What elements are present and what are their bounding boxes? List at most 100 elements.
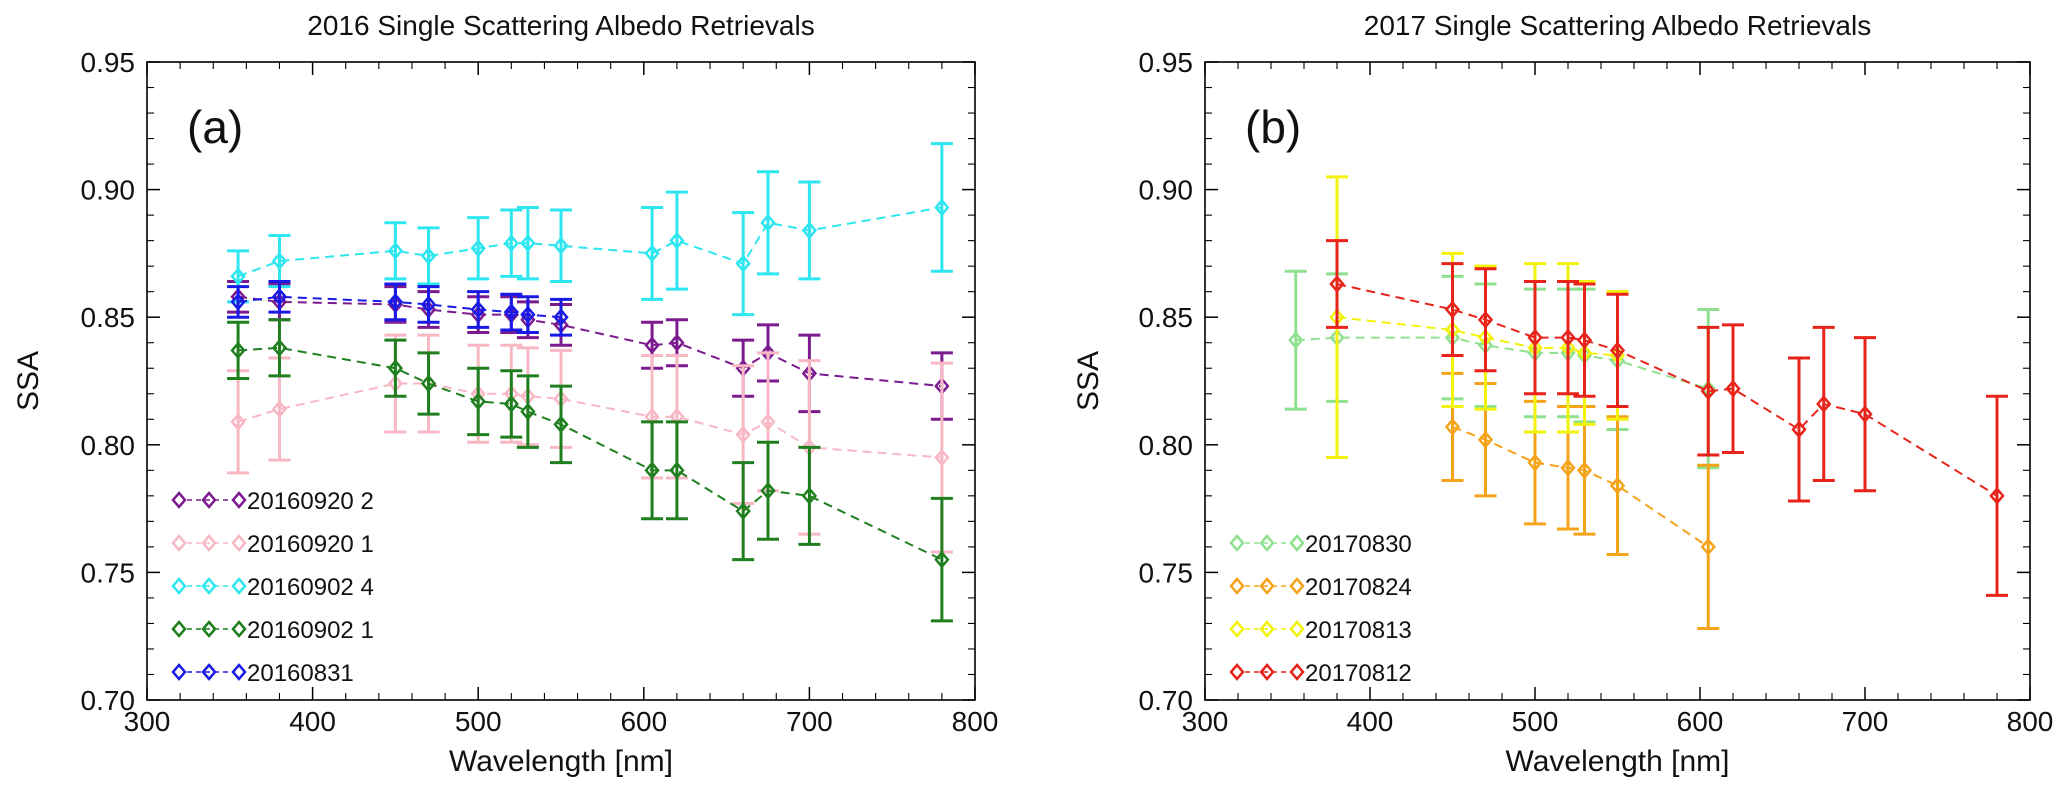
data-point: [1444, 300, 1461, 319]
y-tick-label: 0.80: [81, 430, 136, 461]
data-point: [230, 267, 246, 286]
data-point: [520, 402, 536, 421]
data-point: [801, 221, 818, 240]
legend-marker: [201, 491, 217, 509]
series-line: [238, 346, 943, 561]
data-point: [1527, 328, 1543, 347]
legend-item: 20160902 1: [171, 617, 374, 644]
data-point: [735, 502, 751, 521]
legend-marker: [1259, 534, 1275, 552]
panel-label: (a): [187, 101, 243, 153]
y-tick-label: 0.85: [1139, 302, 1194, 333]
data-point: [735, 254, 751, 273]
data-point: [644, 461, 660, 480]
x-tick-label: 400: [289, 706, 336, 737]
data-point: [1609, 476, 1626, 495]
x-tick-label: 600: [1677, 706, 1724, 737]
data-point: [470, 300, 486, 319]
x-tick-label: 500: [1512, 706, 1559, 737]
legend-item: 20170824: [1229, 574, 1412, 601]
legend-marker: [201, 577, 217, 595]
data-point: [520, 305, 536, 324]
legend-marker: [171, 491, 187, 509]
legend-label: 20160920 2: [247, 488, 374, 515]
data-point: [1477, 430, 1494, 449]
data-point: [271, 400, 288, 418]
data-point: [1857, 405, 1873, 424]
data-point: [553, 308, 569, 327]
legend-label: 20160902 4: [247, 574, 374, 601]
legend-item: 20160902 4: [171, 574, 374, 601]
legend-marker: [1289, 577, 1305, 595]
legend-label: 20170830: [1305, 531, 1412, 558]
data-point: [1725, 379, 1741, 398]
y-axis-label: SSA: [1072, 351, 1105, 411]
data-point: [470, 239, 486, 258]
data-point: [934, 198, 950, 217]
x-tick-label: 800: [952, 706, 999, 737]
data-point: [387, 241, 404, 260]
legend-item: 20160831: [171, 660, 354, 687]
y-tick-label: 0.75: [1139, 557, 1194, 588]
series-line: [1452, 426, 1709, 548]
legend-item: 20160920 1: [171, 531, 374, 558]
series-20160902-1: [227, 318, 953, 623]
plot-frame: [1204, 61, 2031, 701]
data-point: [1527, 453, 1543, 472]
y-axis-label: SSA: [12, 351, 45, 411]
data-point: [271, 252, 288, 270]
data-point: [387, 292, 404, 311]
legend-marker: [1259, 577, 1275, 595]
legend-item: 20170830: [1229, 531, 1412, 558]
data-point: [1560, 328, 1576, 347]
legend-label: 20160902 1: [247, 617, 374, 644]
series-line: [237, 295, 562, 319]
panel-label: (b): [1245, 101, 1301, 153]
legend-marker: [201, 534, 217, 552]
data-point: [669, 333, 685, 352]
legend-marker: [231, 577, 247, 595]
data-point: [271, 338, 288, 357]
data-point: [271, 287, 288, 306]
legend-item: 20170812: [1229, 660, 1412, 687]
legend-marker: [171, 577, 187, 595]
legend-marker: [231, 620, 247, 638]
data-point: [1560, 458, 1576, 477]
x-tick-label: 300: [1182, 706, 1229, 737]
data-point: [1700, 537, 1716, 556]
series-20170830: [1284, 269, 1720, 470]
data-point: [470, 392, 486, 411]
legend-marker: [1259, 620, 1275, 638]
legend-marker: [1229, 663, 1245, 681]
legend-marker: [171, 620, 187, 638]
legend-label: 20160831: [247, 660, 354, 687]
legend-marker: [1229, 534, 1245, 552]
legend-marker: [171, 663, 187, 681]
series-20170824: [1441, 371, 1720, 631]
data-point: [1791, 420, 1807, 439]
legend-marker: [231, 534, 247, 552]
legend-marker: [1229, 577, 1245, 595]
data-point: [1576, 331, 1593, 350]
plot-frame: [146, 61, 976, 701]
data-point: [1816, 395, 1832, 413]
y-tick-label: 0.85: [81, 302, 136, 333]
legend-marker: [1229, 620, 1245, 638]
data-point: [669, 461, 685, 480]
x-tick-label: 700: [786, 706, 833, 737]
data-point: [420, 247, 437, 265]
series-20160920-2: [227, 279, 953, 421]
data-point: [735, 425, 751, 444]
data-point: [553, 415, 569, 434]
legend-label: 20170824: [1305, 574, 1412, 601]
y-tick-label: 0.95: [81, 47, 136, 78]
data-point: [934, 448, 950, 467]
data-point: [1477, 310, 1494, 329]
series-line: [1336, 283, 1998, 497]
x-tick-label: 400: [1347, 706, 1394, 737]
legend-marker: [201, 620, 217, 638]
x-tick-label: 300: [124, 706, 171, 737]
series-line: [237, 206, 943, 278]
legend-marker: [1289, 620, 1305, 638]
